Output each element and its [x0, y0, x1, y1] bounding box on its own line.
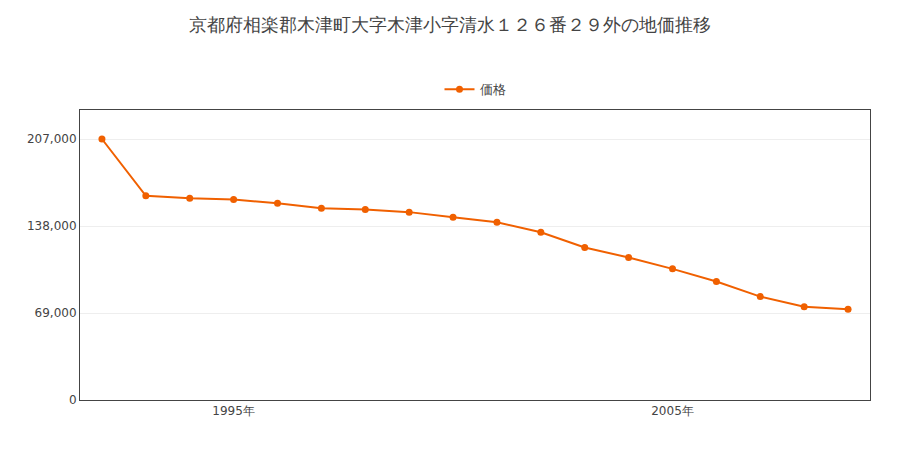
svg-text:2005年: 2005年 — [651, 404, 694, 418]
svg-text:0: 0 — [69, 393, 77, 407]
svg-text:京都府相楽郡木津町大字木津小字清水１２６番２９外の地価推移: 京都府相楽郡木津町大字木津小字清水１２６番２９外の地価推移 — [189, 14, 711, 35]
svg-text:69,000: 69,000 — [35, 306, 77, 320]
svg-text:1995年: 1995年 — [212, 404, 255, 418]
svg-text:138,000: 138,000 — [27, 219, 77, 233]
svg-text:価格: 価格 — [480, 82, 506, 97]
svg-text:207,000: 207,000 — [27, 132, 77, 146]
